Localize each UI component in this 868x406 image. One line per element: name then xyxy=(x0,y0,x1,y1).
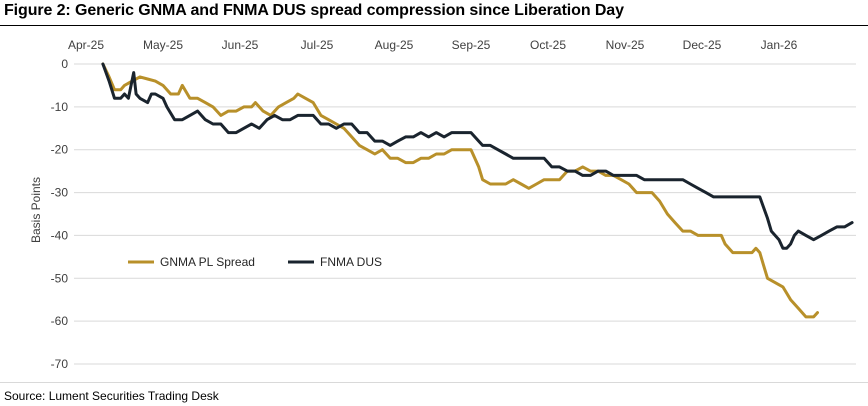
title-divider xyxy=(0,25,868,26)
x-tick-label: Nov-25 xyxy=(606,38,645,52)
bottom-divider xyxy=(0,382,868,383)
x-tick-label: Sep-25 xyxy=(452,38,491,52)
source-note: Source: Lument Securities Trading Desk xyxy=(4,389,219,403)
grid-lines xyxy=(74,63,856,365)
legend-label: FNMA DUS xyxy=(320,255,382,269)
y-axis-title: Basis Points xyxy=(29,177,43,243)
x-tick-label: Jul-25 xyxy=(301,38,334,52)
y-tick-label: -10 xyxy=(51,100,69,114)
spread-line-chart: 0 -10 -20 -30 -40 -50 -60 -70 Apr-25 May-25 Jun-2… xyxy=(29,38,856,371)
x-tick-label: Jan-26 xyxy=(761,38,798,52)
series-line-fnma-dus xyxy=(101,62,854,250)
y-tick-label: -30 xyxy=(51,186,69,200)
y-axis-ticks: 0 -10 -20 -30 -40 -50 -60 -70 xyxy=(51,57,69,371)
figure-title: Figure 2: Generic GNMA and FNMA DUS spre… xyxy=(4,2,624,19)
series-lines xyxy=(101,62,854,319)
y-tick-label: -70 xyxy=(51,357,69,371)
y-tick-label: -50 xyxy=(51,271,69,285)
y-tick-label: -40 xyxy=(51,228,69,242)
x-tick-label: May-25 xyxy=(143,38,183,52)
x-axis-ticks: Apr-25 May-25 Jun-25 Jul-25 Aug-25 Sep-25 Oct-… xyxy=(68,38,798,52)
x-tick-label: Oct-25 xyxy=(530,38,566,52)
legend: GNMA PL Spread FNMA DUS xyxy=(128,255,382,269)
y-tick-label: 0 xyxy=(61,57,68,71)
x-tick-label: Apr-25 xyxy=(68,38,104,52)
legend-label: GNMA PL Spread xyxy=(160,255,255,269)
y-tick-label: -60 xyxy=(51,314,69,328)
x-tick-label: Jun-25 xyxy=(222,38,259,52)
x-tick-label: Dec-25 xyxy=(683,38,722,52)
y-tick-label: -20 xyxy=(51,143,69,157)
x-tick-label: Aug-25 xyxy=(375,38,414,52)
series-line-gnma-pl-spread xyxy=(101,62,819,319)
